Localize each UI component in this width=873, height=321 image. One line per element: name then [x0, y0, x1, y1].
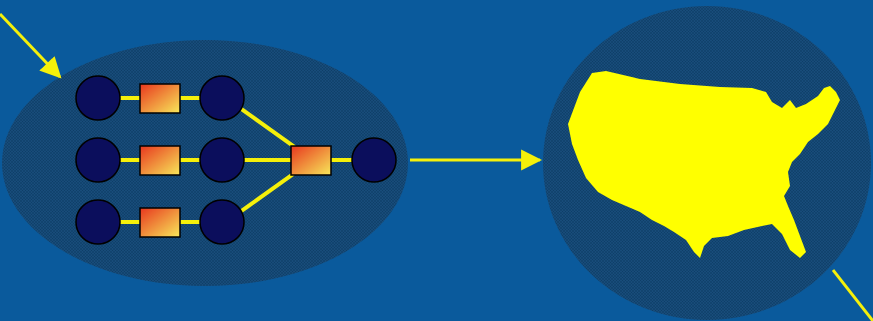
circle-node-icon — [199, 75, 245, 121]
circle-node-icon — [75, 137, 121, 183]
process-boxes — [139, 83, 332, 238]
input-arrow — [0, 12, 62, 79]
circle-node-icon — [351, 137, 397, 183]
circle-node-icon — [199, 199, 245, 245]
gradient-box-icon — [290, 145, 332, 176]
united-states-map-icon — [568, 71, 840, 258]
output-arrow — [831, 269, 873, 321]
gradient-box-icon — [139, 145, 181, 176]
gradient-box-icon — [139, 207, 181, 238]
workflow-nodes — [75, 75, 397, 245]
circle-node-icon — [75, 75, 121, 121]
gradient-box-icon — [139, 83, 181, 114]
circle-node-icon — [75, 199, 121, 245]
circle-node-icon — [199, 137, 245, 183]
